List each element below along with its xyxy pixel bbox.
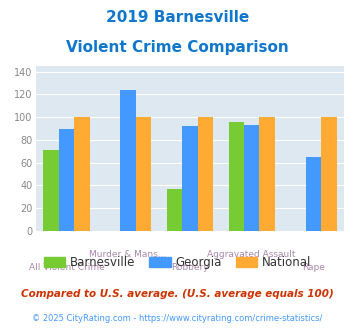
Text: Robbery: Robbery — [171, 263, 209, 272]
Bar — [260, 117, 275, 231]
Text: Aggravated Assault: Aggravated Assault — [207, 250, 296, 259]
Text: Murder & Mans...: Murder & Mans... — [89, 250, 167, 259]
Bar — [136, 117, 151, 231]
Bar — [167, 189, 182, 231]
Legend: Barnesville, Georgia, National: Barnesville, Georgia, National — [39, 251, 316, 274]
Text: All Violent Crime: All Violent Crime — [28, 263, 104, 272]
Bar — [43, 150, 59, 231]
Text: Compared to U.S. average. (U.S. average equals 100): Compared to U.S. average. (U.S. average … — [21, 289, 334, 299]
Text: Rape: Rape — [302, 263, 325, 272]
Bar — [306, 157, 321, 231]
Text: Violent Crime Comparison: Violent Crime Comparison — [66, 40, 289, 54]
Text: 2019 Barnesville: 2019 Barnesville — [106, 10, 249, 25]
Bar — [120, 90, 136, 231]
Bar — [229, 122, 244, 231]
Bar — [244, 125, 260, 231]
Bar — [321, 117, 337, 231]
Bar — [74, 117, 89, 231]
Bar — [198, 117, 213, 231]
Bar — [59, 129, 74, 231]
Text: © 2025 CityRating.com - https://www.cityrating.com/crime-statistics/: © 2025 CityRating.com - https://www.city… — [32, 314, 323, 323]
Bar — [182, 126, 198, 231]
